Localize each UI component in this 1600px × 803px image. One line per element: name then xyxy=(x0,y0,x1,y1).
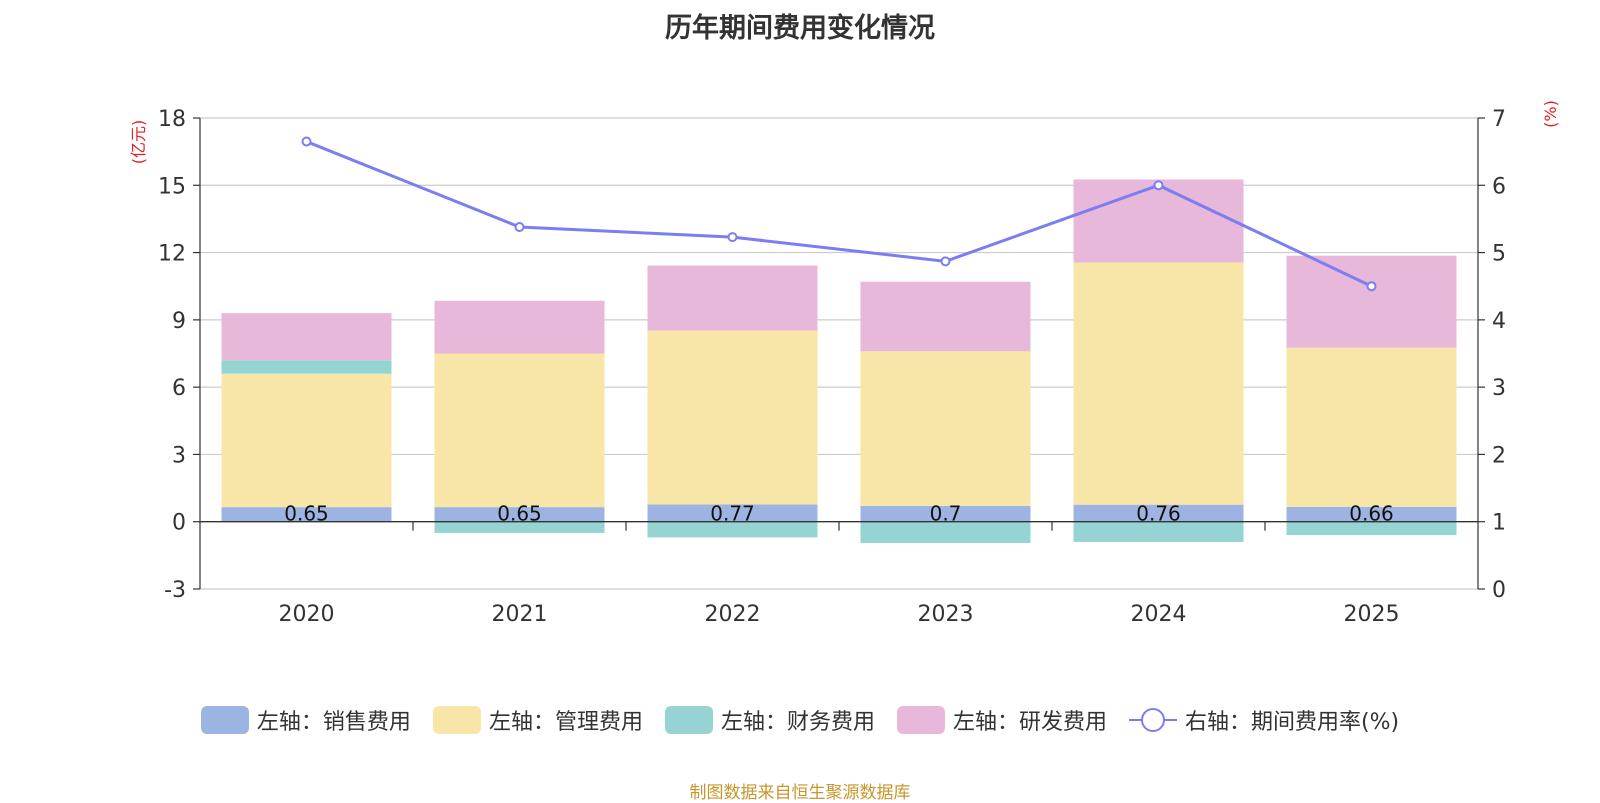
legend-swatch-admin xyxy=(432,706,481,734)
expense-rate-point xyxy=(727,232,738,243)
expense-rate-point xyxy=(301,136,312,147)
x-axis-tick-label: 2021 xyxy=(492,602,548,627)
bar-admin xyxy=(1286,347,1457,507)
legend-label-sales: 左轴：销售费用 xyxy=(256,710,411,735)
legend-label-rd: 左轴：研发费用 xyxy=(952,710,1107,735)
data-label-sales: 0.65 xyxy=(284,502,329,526)
bar-admin xyxy=(434,353,605,508)
bar-rd xyxy=(434,300,605,354)
source-note: 制图数据来自恒生聚源数据库 xyxy=(689,783,911,803)
left-axis-tick-label: -3 xyxy=(164,578,186,603)
left-axis-tick-label: 18 xyxy=(158,107,186,132)
bar-sales xyxy=(647,504,818,522)
legend-label-admin: 左轴：管理费用 xyxy=(488,710,643,735)
right-axis-tick-label: 3 xyxy=(1492,376,1506,401)
bar-admin xyxy=(647,330,818,505)
legend-label-finance: 左轴：财务费用 xyxy=(720,710,875,735)
bar-finance xyxy=(1286,521,1457,536)
bar-sales xyxy=(221,507,392,522)
line-marker-icon xyxy=(1128,706,1177,734)
expense-rate-point xyxy=(1366,281,1377,292)
bar-rd xyxy=(860,281,1031,352)
x-axis-tick-label: 2024 xyxy=(1131,602,1187,627)
expense-rate-point xyxy=(514,222,525,233)
bar-admin xyxy=(221,373,392,508)
left-axis-tick-label: 15 xyxy=(158,174,186,199)
data-label-sales: 0.77 xyxy=(710,502,755,526)
legend-item-sales[interactable]: 左轴：销售费用 xyxy=(200,704,411,736)
bar-sales xyxy=(860,506,1031,522)
right-axis-tick-label: 6 xyxy=(1492,174,1506,199)
bar-rd xyxy=(1286,255,1457,348)
left-axis-tick-label: 0 xyxy=(172,511,186,536)
bar-admin xyxy=(860,351,1031,507)
left-axis-tick-label: 9 xyxy=(172,309,186,334)
left-axis-tick-label: 12 xyxy=(158,242,186,267)
expense-rate-line xyxy=(305,140,1373,288)
bar-finance xyxy=(434,521,605,533)
data-label-sales: 0.66 xyxy=(1349,502,1394,526)
right-axis-unit-label: (%) xyxy=(1541,100,1560,128)
data-label-sales: 0.76 xyxy=(1136,502,1181,526)
bar-sales xyxy=(434,507,605,522)
right-axis-tick-label: 1 xyxy=(1492,511,1506,536)
right-axis-tick-label: 5 xyxy=(1492,242,1506,267)
legend-swatch-rd xyxy=(896,706,945,734)
right-axis-tick-label: 4 xyxy=(1492,309,1506,334)
left-axis-unit-label: (亿元) xyxy=(129,120,148,165)
bar-rd xyxy=(221,313,392,361)
bar-admin xyxy=(1073,262,1244,505)
bar-finance xyxy=(221,360,392,374)
right-axis-tick-label: 2 xyxy=(1492,443,1506,468)
right-axis-tick-label: 7 xyxy=(1492,107,1506,132)
legend-item-rd[interactable]: 左轴：研发费用 xyxy=(896,704,1107,736)
left-axis-tick-label: 3 xyxy=(172,443,186,468)
data-label-sales: 0.7 xyxy=(930,502,962,526)
x-axis-tick-label: 2025 xyxy=(1344,602,1400,627)
bar-rd xyxy=(647,265,818,331)
bar-sales xyxy=(1286,506,1457,522)
legend-swatch-sales xyxy=(200,706,249,734)
right-axis-tick-label: 0 xyxy=(1492,578,1506,603)
expense-rate-point xyxy=(940,256,951,267)
bar-finance xyxy=(1073,521,1244,542)
chart-title: 历年期间费用变化情况 xyxy=(665,13,935,44)
bar-finance xyxy=(860,521,1031,544)
legend-label-expense-rate: 右轴：期间费用率(%) xyxy=(1184,710,1400,735)
bar-sales xyxy=(1073,504,1244,522)
bar-rd xyxy=(1073,179,1244,263)
data-label-sales: 0.65 xyxy=(497,502,542,526)
legend-item-expense-rate[interactable]: 右轴：期间费用率(%) xyxy=(1128,704,1400,736)
bar-finance xyxy=(647,521,818,538)
expense-rate-point xyxy=(1153,180,1164,191)
left-axis-tick-label: 6 xyxy=(172,376,186,401)
x-axis-tick-label: 2022 xyxy=(705,602,761,627)
legend: 左轴：销售费用 左轴：管理费用 左轴：财务费用 左轴：研发费用 右轴：期间费用率… xyxy=(0,704,1600,736)
legend-item-admin[interactable]: 左轴：管理费用 xyxy=(432,704,643,736)
x-axis-tick-label: 2020 xyxy=(279,602,335,627)
legend-item-finance[interactable]: 左轴：财务费用 xyxy=(664,704,875,736)
x-axis-tick-label: 2023 xyxy=(918,602,974,627)
legend-swatch-finance xyxy=(664,706,713,734)
